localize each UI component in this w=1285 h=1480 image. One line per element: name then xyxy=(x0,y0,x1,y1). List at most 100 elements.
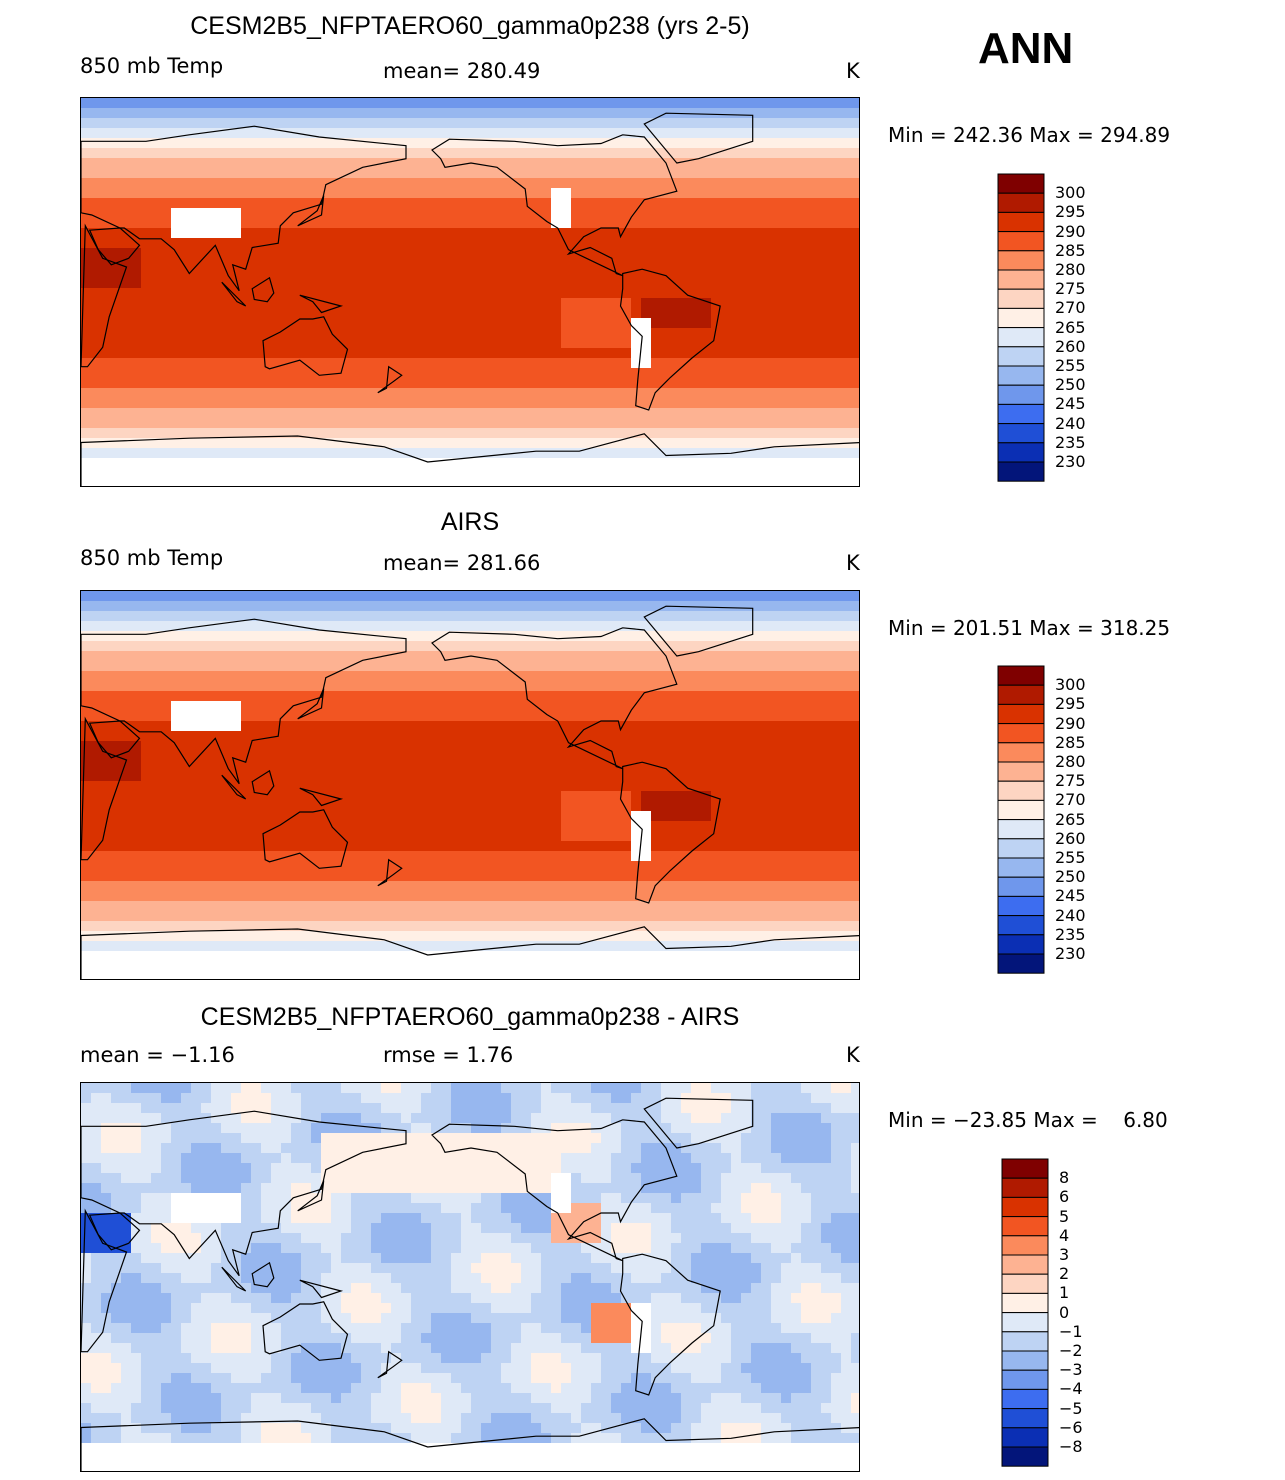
field-cell xyxy=(341,268,352,279)
field-layer xyxy=(81,591,859,979)
field-cell xyxy=(791,601,802,612)
field-cell xyxy=(541,268,552,279)
field-cell xyxy=(841,448,852,459)
coastline xyxy=(619,268,721,411)
field-cell xyxy=(841,128,852,139)
field-cell xyxy=(381,701,392,712)
field-cell xyxy=(601,188,612,199)
field-cell xyxy=(561,368,572,379)
field-cell xyxy=(461,108,472,119)
field-cell xyxy=(251,691,262,702)
field-cell xyxy=(701,458,712,469)
field-cell xyxy=(811,661,822,672)
field-cell xyxy=(511,601,522,612)
field-cell xyxy=(821,671,832,682)
field-cell xyxy=(561,438,572,449)
colorbar-box xyxy=(997,384,1045,405)
field-cell xyxy=(121,791,132,802)
field-cell xyxy=(561,761,572,772)
field-cell xyxy=(851,601,859,612)
field-cell xyxy=(451,248,462,259)
field-cell xyxy=(271,641,282,652)
field-cell xyxy=(561,148,572,159)
field-cell xyxy=(851,408,859,419)
field-cell xyxy=(791,388,802,399)
field-cell xyxy=(441,208,452,219)
field-cell xyxy=(441,821,452,832)
field-cell xyxy=(141,228,152,239)
field-cell xyxy=(131,98,142,109)
field-cell xyxy=(371,771,382,782)
field-cell xyxy=(811,801,822,812)
field-cell xyxy=(241,691,252,702)
field-cell xyxy=(611,198,622,209)
field-cell xyxy=(511,651,522,662)
field-cell xyxy=(401,478,412,486)
field-cell xyxy=(391,641,402,652)
field-cell xyxy=(671,98,682,109)
field-cell xyxy=(161,98,172,109)
field-cell xyxy=(841,198,852,209)
field-cell xyxy=(501,248,512,259)
field-cell xyxy=(221,591,232,602)
field-cell xyxy=(241,128,252,139)
field-cell xyxy=(581,781,592,792)
field-cell xyxy=(551,418,562,429)
field-cell xyxy=(151,98,162,109)
field-cell xyxy=(371,731,382,742)
field-cell xyxy=(621,711,632,722)
field-cell xyxy=(401,168,412,179)
field-cell xyxy=(291,158,302,169)
field-cell xyxy=(221,721,232,732)
field-cell xyxy=(281,641,292,652)
field-cell xyxy=(251,831,262,842)
field-cell xyxy=(721,418,732,429)
field-cell xyxy=(571,781,582,792)
field-cell xyxy=(271,761,282,772)
field-cell xyxy=(611,791,622,802)
field-cell xyxy=(201,258,212,269)
field-cell xyxy=(651,178,662,189)
field-cell xyxy=(801,118,812,129)
field-cell xyxy=(761,438,772,449)
field-cell xyxy=(291,208,302,219)
field-cell xyxy=(441,308,452,319)
field-cell xyxy=(601,438,612,449)
field-cell xyxy=(491,98,502,109)
field-cell xyxy=(791,298,802,309)
field-cell xyxy=(431,418,442,429)
field-cell xyxy=(851,611,859,622)
field-cell xyxy=(391,338,402,349)
field-cell xyxy=(771,308,782,319)
field-cell xyxy=(781,651,792,662)
field-cell xyxy=(491,108,502,119)
field-cell xyxy=(681,198,692,209)
field-cell xyxy=(331,108,342,119)
field-cell xyxy=(541,418,552,429)
field-cell xyxy=(731,631,742,642)
field-cell xyxy=(281,138,292,149)
field-cell xyxy=(591,641,602,652)
field-cell xyxy=(471,408,482,419)
field-cell xyxy=(271,188,282,199)
field-cell xyxy=(311,681,322,692)
field-cell xyxy=(251,128,262,139)
field-cell xyxy=(841,168,852,179)
field-cell xyxy=(561,188,572,199)
field-cell xyxy=(791,621,802,632)
field-cell xyxy=(301,118,312,129)
field-cell xyxy=(661,721,672,732)
field-cell xyxy=(821,741,832,752)
field-cell xyxy=(731,641,742,652)
field-cell xyxy=(511,781,522,792)
field-cell xyxy=(661,811,672,822)
field-cell xyxy=(611,348,622,359)
field-cell xyxy=(851,701,859,712)
field-cell xyxy=(711,168,722,179)
field-cell xyxy=(211,128,222,139)
field-cell xyxy=(401,591,412,602)
field-cell xyxy=(231,478,242,486)
field-cell xyxy=(541,208,552,219)
field-cell xyxy=(411,378,422,389)
field-cell xyxy=(511,228,522,239)
